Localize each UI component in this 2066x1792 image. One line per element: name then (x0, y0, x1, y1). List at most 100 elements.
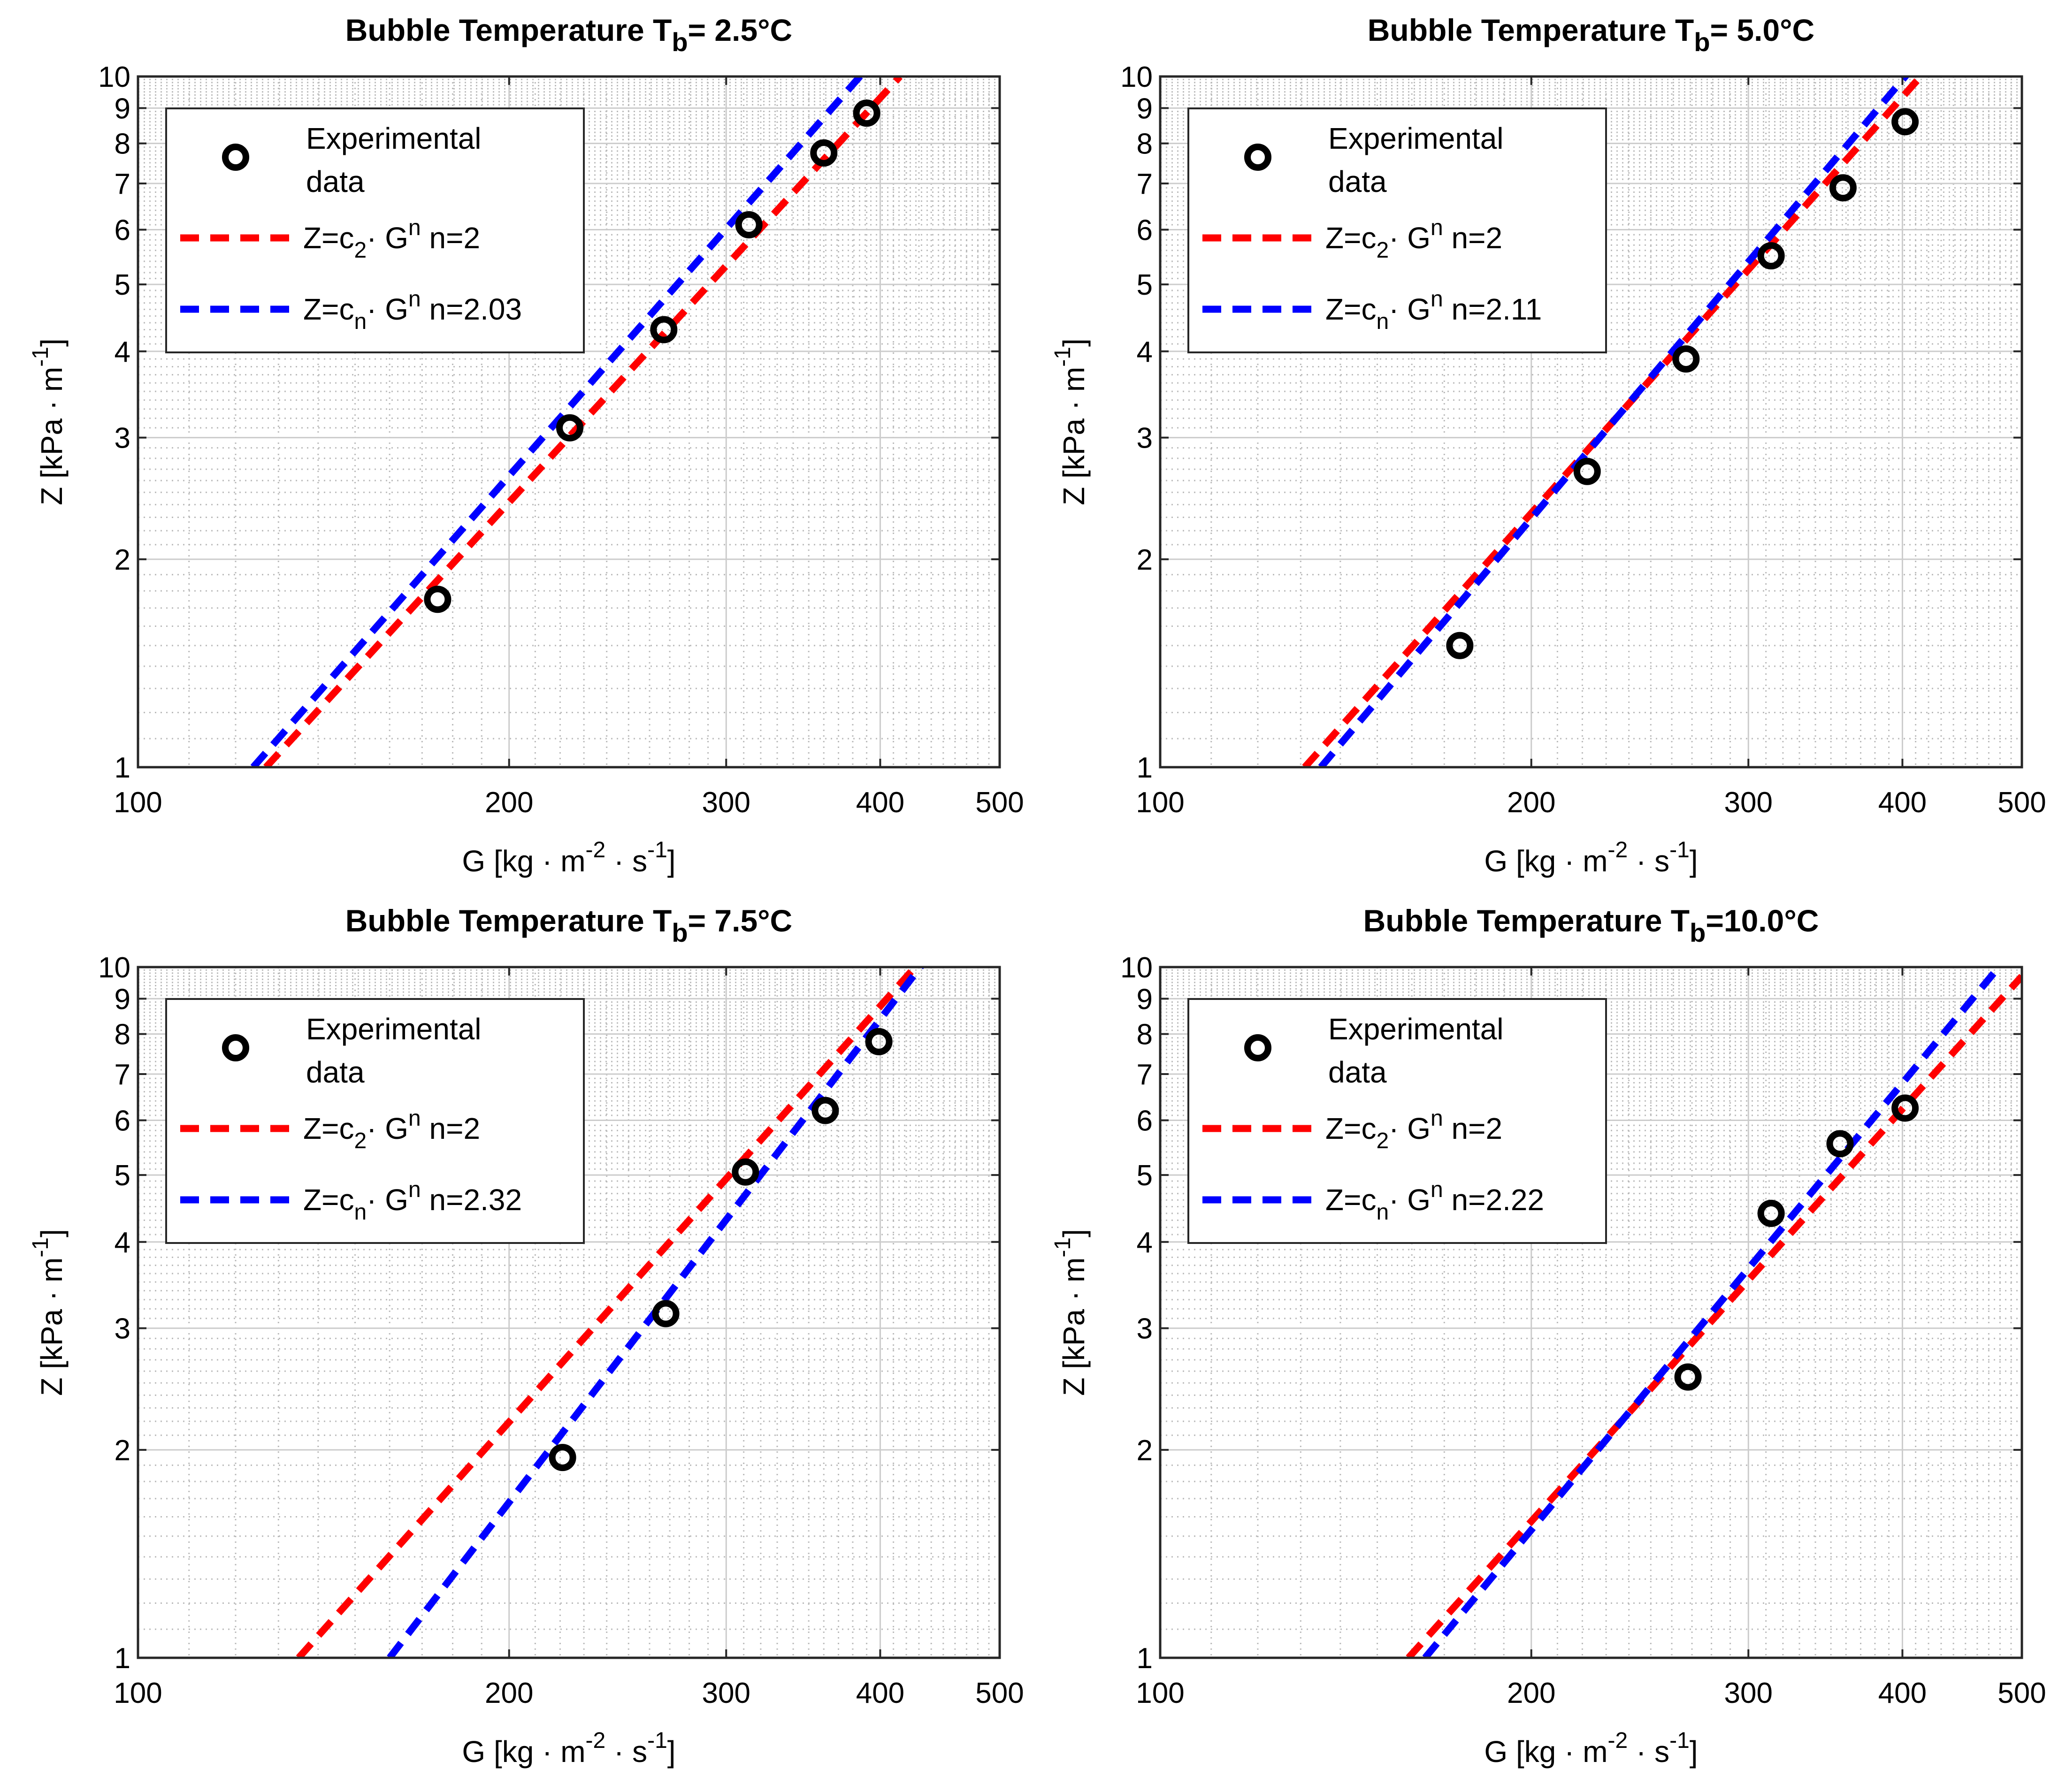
legend-fit-subscript: 2 (354, 238, 367, 263)
y-tick-label: 1 (1137, 752, 1153, 784)
chart-title: Bubble Temperature Tb=10.0°C (1363, 903, 1819, 947)
fit-lines (1302, 76, 1926, 767)
x-tick-label: 400 (856, 786, 904, 819)
legend-label-experimental: Experimental (1328, 122, 1504, 155)
axes-box (1159, 966, 2023, 1659)
title-subscript: b (1694, 27, 1710, 57)
y-tick-label: 4 (115, 1227, 130, 1259)
data-point (650, 316, 678, 343)
legend-fit-subscript: 2 (1376, 238, 1389, 263)
y-tick-label: 2 (1137, 1434, 1153, 1467)
title-subscript: b (672, 27, 688, 57)
x-label-text: · s (1628, 1735, 1669, 1769)
legend-fit-subscript: n (354, 309, 367, 334)
legend-fit-text: Z=c (1325, 292, 1376, 326)
legend-fit-superscript: n (1431, 287, 1443, 312)
y-axis-label: Z [kPa · m-1] (28, 1229, 69, 1396)
y-tick-label: 6 (1137, 1105, 1153, 1137)
title-subscript: b (1690, 918, 1706, 947)
y-tick-label: 2 (115, 544, 130, 576)
legend-fit-subscript: 2 (354, 1129, 367, 1153)
legend-fit-text: · G (1389, 1183, 1431, 1217)
legend-fit-text: · G (1389, 292, 1431, 326)
data-point (1672, 345, 1700, 373)
data-point (732, 1158, 759, 1186)
x-label-superscript: -1 (647, 1728, 667, 1753)
y-tick-label: 8 (1137, 1019, 1153, 1051)
y-tick-label: 10 (1120, 952, 1153, 984)
x-label-text: ] (667, 1735, 676, 1769)
legend-label-nfit: Z=cn· Gn n=2.32 (303, 1177, 522, 1225)
y-label-text: Z [kPa · m (35, 1258, 69, 1396)
x-label-superscript: -2 (586, 1728, 606, 1753)
y-tick-label: 9 (1137, 983, 1153, 1015)
x-tick-label: 200 (485, 1677, 533, 1709)
x-label-superscript: -2 (1608, 1728, 1628, 1753)
y-tick-label: 3 (115, 1313, 130, 1345)
x-tick-label: 400 (1878, 1677, 1927, 1709)
legend-fit-text: Z=c (303, 292, 354, 326)
x-tick-label: 200 (1507, 1677, 1555, 1709)
chart-title: Bubble Temperature Tb= 5.0°C (1368, 13, 1814, 57)
legend-marker-experimental (222, 144, 249, 171)
data-point (556, 414, 584, 442)
axes-box (137, 75, 1001, 769)
x-tick-label: 100 (114, 786, 162, 819)
data-point (1757, 1199, 1785, 1227)
x-label-superscript: -1 (647, 838, 667, 862)
y-label-text: ] (1057, 1229, 1091, 1237)
legend-fit-text: n=2.32 (421, 1183, 522, 1217)
y-tick-label: 4 (1137, 1227, 1153, 1259)
y-label-superscript: -1 (28, 1237, 53, 1258)
legend-fit-superscript: n (1431, 215, 1443, 240)
y-tick-label: 6 (115, 214, 130, 247)
data-point (1829, 174, 1857, 202)
legend-marker-experimental (1244, 1034, 1271, 1061)
y-tick-label: 5 (115, 269, 130, 301)
legend-fit-text: n=2.11 (1443, 292, 1542, 326)
legend-fit-text: · G (367, 221, 408, 255)
x-tick-label: 500 (1997, 1677, 2046, 1709)
legend-fit-text: · G (367, 292, 408, 326)
fit-line-n2 (1406, 974, 2022, 1658)
data-point (810, 139, 838, 167)
y-label-text: ] (35, 338, 69, 347)
fit-line-n2 (296, 967, 919, 1658)
legend-fit-text: · G (367, 1183, 408, 1217)
y-tick-label: 3 (1137, 422, 1153, 455)
data-point (853, 99, 880, 127)
y-tick-label: 5 (1137, 269, 1153, 301)
legend-fit-text: Z=c (1325, 221, 1376, 255)
data-point (1891, 1094, 1919, 1122)
x-tick-label: 500 (1997, 786, 2046, 819)
fit-lines (250, 76, 903, 767)
data-point (811, 1097, 839, 1124)
data-point (549, 1444, 576, 1472)
title-subscript: b (672, 918, 688, 947)
x-axis-label: G [kg · m-2 · s-1] (1484, 838, 1698, 878)
data-point (1446, 632, 1474, 659)
title-main: Bubble Temperature T (345, 903, 672, 938)
legend-fit-text: Z=c (303, 221, 354, 255)
legend-fit-superscript: n (1431, 1177, 1443, 1202)
x-label-superscript: -2 (1608, 838, 1628, 862)
fit-line-nfit (1318, 76, 1910, 767)
x-tick-label: 100 (114, 1677, 162, 1709)
legend-fit-superscript: n (408, 215, 421, 240)
y-tick-label: 7 (1137, 168, 1153, 200)
chart-panel-4: 100 200 300 400 500 1 2 3 4 5 6 7 8 910 Bubble Tempera… (1050, 903, 2046, 1769)
axes-box (1159, 75, 2023, 769)
y-tick-label: 3 (115, 422, 130, 455)
y-tick-label: 7 (115, 168, 130, 200)
x-tick-label: 500 (975, 786, 1024, 819)
legend-fit-subscript: 2 (1376, 1129, 1389, 1153)
legend-marker-experimental (222, 1034, 249, 1061)
legend-marker-experimental (1244, 144, 1271, 171)
title-suffix: =10.0°C (1706, 903, 1819, 938)
legend-fit-subscript: n (1376, 1200, 1389, 1225)
axes-box (137, 966, 1001, 1659)
